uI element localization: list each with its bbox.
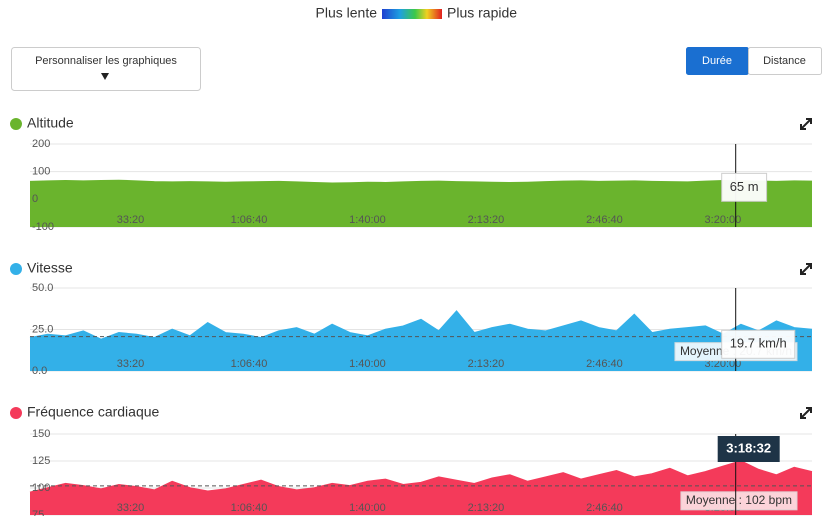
- y-tick-label: 25.0: [32, 323, 53, 335]
- chart-legend-dot: [10, 263, 22, 275]
- expand-icon[interactable]: [800, 263, 812, 275]
- tooltip-box: [721, 172, 768, 202]
- x-tick-label: 1:06:40: [231, 502, 268, 514]
- area-line: [29, 179, 813, 185]
- y-tick-label: 125: [32, 455, 50, 467]
- area-line: [29, 460, 813, 494]
- y-tick-label: 150: [32, 428, 50, 440]
- toggle-label[interactable]: Durée: [702, 55, 732, 67]
- legend-fast: Plus rapide: [447, 5, 517, 21]
- chart-panel: Vitesse 0.0 25.0 50.0 33:20 1:06:40 1:40:00 2:1…: [10, 260, 813, 377]
- toggle-label[interactable]: Distance: [763, 55, 806, 67]
- x-tick-label: 2:46:40: [586, 214, 623, 226]
- x-tick-label: 2:13:20: [468, 358, 505, 370]
- legend-slow: Plus lente: [316, 5, 378, 21]
- area-fill: [30, 461, 812, 515]
- chart-title: Vitesse: [27, 260, 73, 276]
- area-line: [29, 310, 813, 341]
- chart-legend-dot: [10, 118, 22, 130]
- y-tick-label: 50.0: [32, 282, 53, 294]
- y-tick-label: 0.0: [32, 365, 47, 377]
- y-tick-label: 200: [32, 138, 50, 150]
- button-frame[interactable]: [11, 47, 201, 91]
- x-tick-label: 3:20:00: [705, 214, 742, 226]
- cursor-time-box: [717, 436, 780, 462]
- x-tick-label: 1:06:40: [231, 358, 268, 370]
- x-axis-toggle: Durée Distance: [686, 47, 822, 75]
- tooltip-label: 19.7 km/h: [730, 336, 787, 351]
- charts: Altitude -100 0 100 200 33:20 1:06:40 1:40:00 2:…: [10, 115, 813, 516]
- average-box: [680, 491, 798, 511]
- area-fill: [30, 180, 812, 227]
- average-label: Moyenne : 102 bpm: [686, 493, 792, 507]
- x-tick-label: 1:06:40: [231, 214, 268, 226]
- chart-title: Altitude: [27, 115, 74, 131]
- y-tick-label: 100: [32, 166, 50, 178]
- x-tick-label: 2:13:20: [468, 502, 505, 514]
- y-tick-label: -100: [32, 221, 54, 233]
- toggle-option[interactable]: [748, 47, 822, 75]
- expand-icon[interactable]: [800, 118, 812, 130]
- chart-panel: Fréquence cardiaque 75 100 125 150 33:20 1:06:…: [10, 404, 813, 516]
- area-fill: [30, 311, 812, 371]
- x-tick-label: 2:46:40: [586, 358, 623, 370]
- expand-icon[interactable]: [800, 407, 812, 419]
- speed-gradient: [382, 9, 442, 19]
- x-tick-label: 33:20: [117, 358, 145, 370]
- customize-button[interactable]: Personnaliser les graphiques: [11, 47, 201, 91]
- chart-title: Fréquence cardiaque: [27, 404, 160, 420]
- x-tick-label: 1:40:00: [349, 502, 386, 514]
- tooltip-label: 65 m: [730, 179, 759, 194]
- x-tick-label: 33:20: [117, 502, 145, 514]
- x-tick-label: 2:13:20: [468, 214, 505, 226]
- chart-panel: Altitude -100 0 100 200 33:20 1:06:40 1:40:00 2:…: [10, 115, 813, 233]
- x-tick-label: 33:20: [117, 214, 145, 226]
- button-label[interactable]: Personnaliser les graphiques: [35, 55, 177, 67]
- tooltip-box: [721, 329, 796, 359]
- cursor-time-label: 3:18:32: [726, 440, 771, 455]
- x-tick-label: 1:40:00: [349, 358, 386, 370]
- chart-legend-dot: [10, 407, 22, 419]
- x-tick-label: 2:46:40: [586, 502, 623, 514]
- dropdown-arrow[interactable]: [101, 73, 109, 80]
- x-tick-label: 1:40:00: [349, 214, 386, 226]
- y-tick-label: 75: [32, 509, 44, 516]
- y-tick-label: 100: [32, 482, 50, 494]
- y-tick-label: 0: [32, 193, 38, 205]
